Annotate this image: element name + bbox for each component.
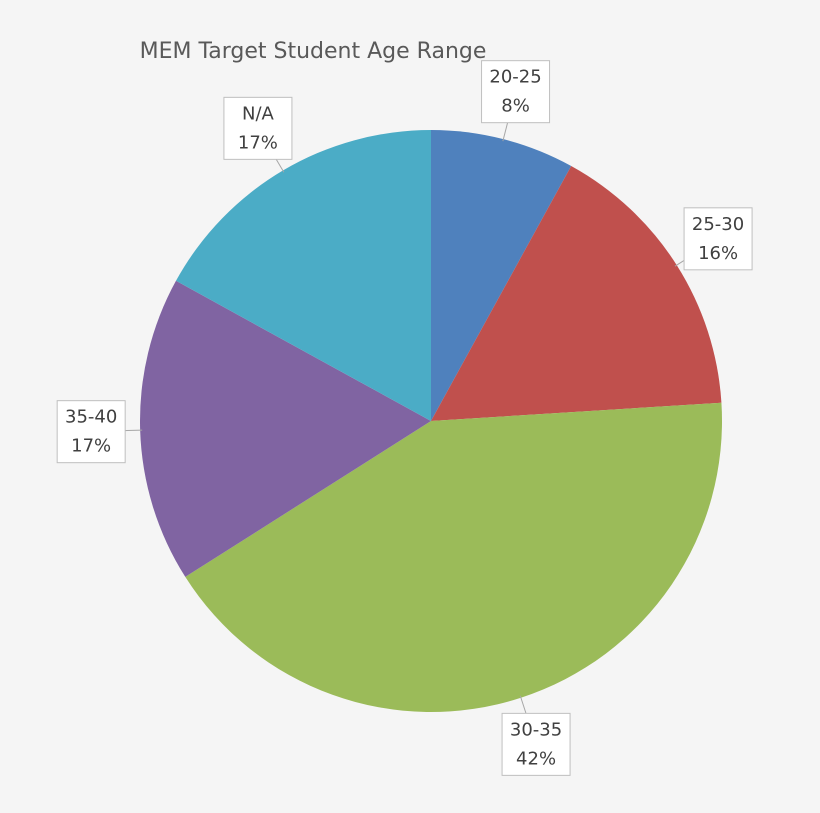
category-label: 30-35 — [510, 719, 562, 740]
leader-line — [519, 695, 527, 714]
pie-slice — [431, 165, 722, 421]
leader-line — [502, 122, 509, 142]
label-box — [683, 207, 753, 271]
label-box — [501, 712, 571, 776]
label-box — [223, 96, 293, 160]
pie-slice — [175, 130, 431, 421]
value-label: 16% — [698, 243, 738, 264]
pie-slice — [139, 280, 431, 577]
pie-slice — [431, 130, 572, 421]
value-label: 42% — [516, 748, 556, 769]
leader-line — [125, 429, 143, 432]
value-label: 8% — [501, 96, 530, 117]
leader-line — [674, 259, 685, 267]
value-label: 17% — [71, 436, 111, 457]
label-box — [56, 400, 126, 464]
category-label: 20-25 — [489, 67, 541, 88]
category-label: N/A — [242, 103, 275, 124]
category-label: 25-30 — [692, 214, 744, 235]
label-box — [481, 60, 551, 124]
leader-line — [275, 159, 285, 173]
chart-title: MEM Target Student Age Range — [140, 39, 487, 64]
category-label: 35-40 — [65, 407, 117, 428]
pie-slice — [185, 402, 723, 712]
value-label: 17% — [238, 132, 278, 153]
